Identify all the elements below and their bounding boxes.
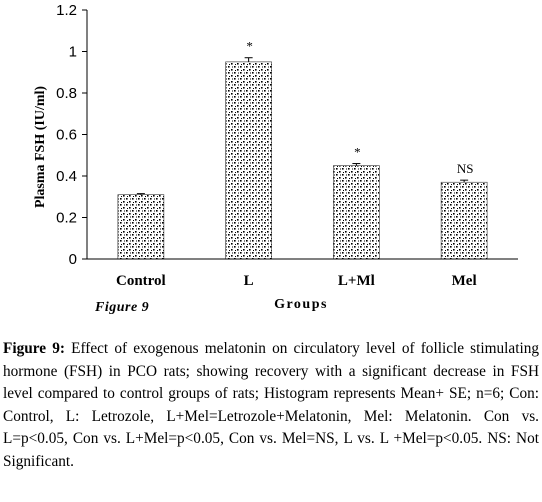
bar-mel [440,181,488,260]
y-tick-label: 0.6 [56,127,77,144]
bars-group: * * NS [117,39,488,260]
x-tick-label: Control [116,273,166,289]
bar-l [225,61,272,260]
y-axis-ticks: 0 0.2 0.4 0.6 0.8 1 1.2 [56,2,87,268]
y-axis-title: Plasma FSH (IU/ml) [33,86,48,208]
x-tick-label: Mel [452,273,477,289]
x-tick-label: L [244,273,254,289]
y-tick-label: 0 [69,251,77,268]
caption-text: Effect of exogenous melatonin on circula… [3,340,540,470]
fsh-bar-chart: 0 0.2 0.4 0.6 0.8 1 1.2 * * NS Control L L+Ml Mel P… [33,2,518,315]
y-tick-label: 0.2 [56,210,77,227]
significance-label: * [246,39,253,54]
significance-label: * [354,145,361,160]
x-axis-title: Groups [274,297,328,312]
significance-label: NS [457,161,474,176]
figure-inset-label: Figure 9 [94,300,149,315]
figure-caption: Figure 9: Effect of exogenous melatonin … [3,338,539,474]
y-tick-label: 1 [69,44,77,61]
y-tick-label: 0.4 [56,168,77,185]
x-tick-label: L+Ml [338,273,375,289]
bar-l-ml [333,165,380,260]
y-tick-label: 1.2 [56,2,77,19]
y-tick-label: 0.8 [56,85,77,102]
bar-control [117,194,165,260]
caption-label: Figure 9: [3,340,65,357]
x-axis-ticks: Control L L+Ml Mel [116,273,477,289]
